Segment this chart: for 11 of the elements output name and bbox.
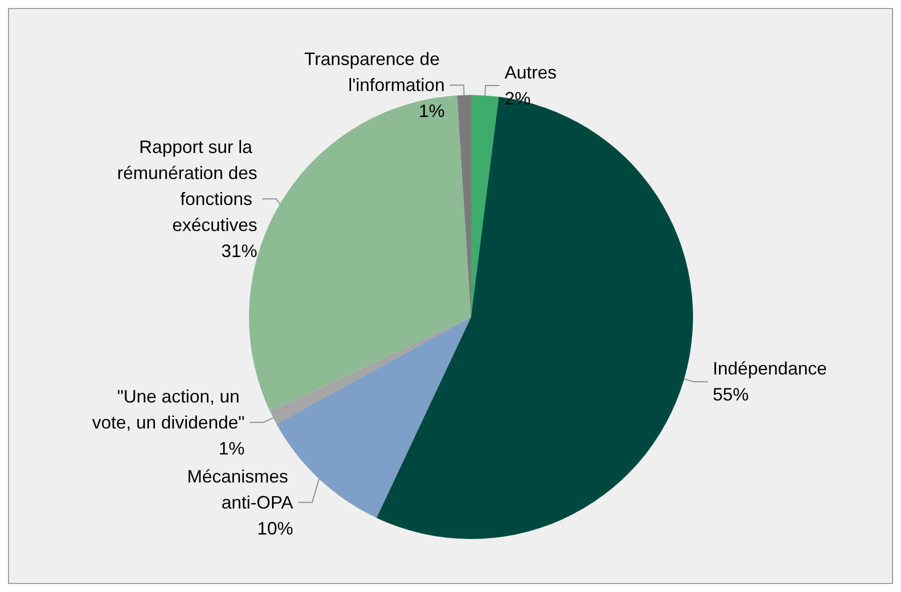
slice-label: Mécanismes anti-OPA — [187, 466, 294, 512]
data-label: 31% — [221, 240, 258, 261]
slice-label: Transparence de l'information — [304, 49, 445, 96]
data-label: 1% — [218, 438, 245, 458]
data-label: 10% — [257, 518, 294, 538]
slice-label: Indépendance — [712, 358, 827, 379]
slice-label: Autres — [504, 62, 557, 82]
slice-label: "Une action, un vote, un dividende" — [92, 386, 245, 432]
data-label: 55% — [712, 384, 749, 405]
slice-label: Rapport sur la rémunération des fonctions exécutives — [117, 136, 258, 235]
data-label: 1% — [418, 101, 445, 122]
